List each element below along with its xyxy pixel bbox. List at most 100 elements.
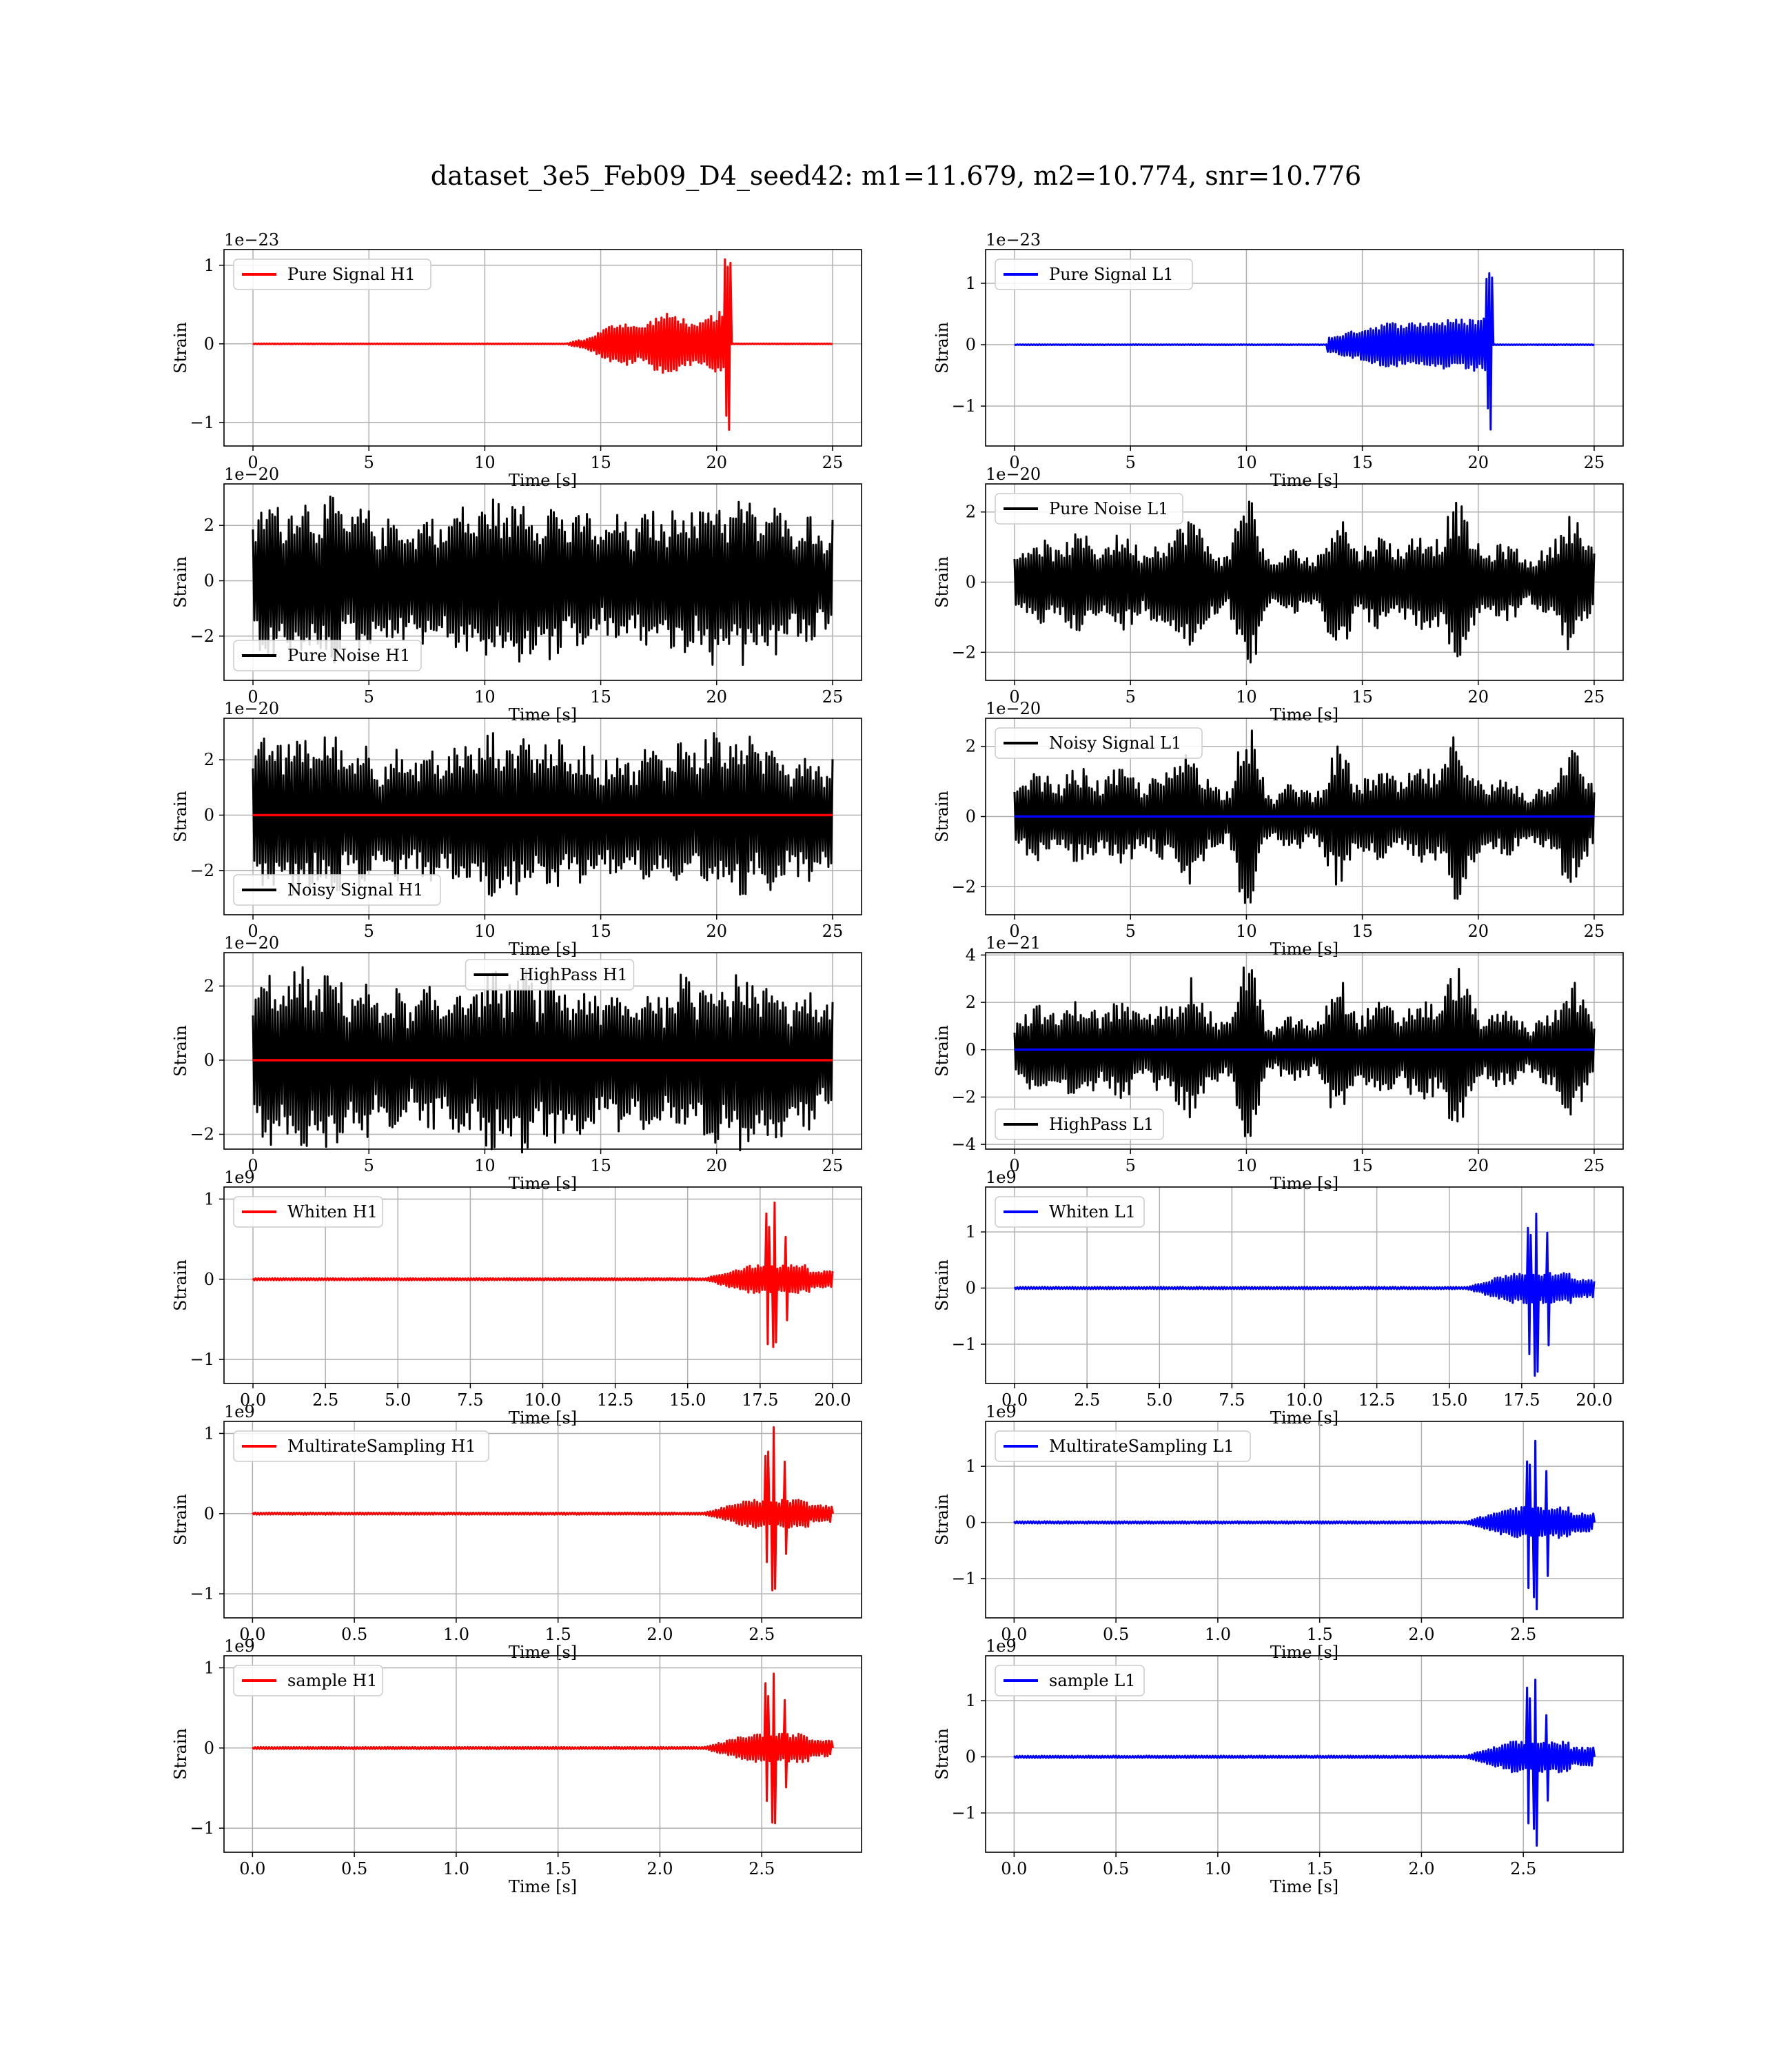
legend-label: sample H1	[287, 1671, 377, 1690]
y-tick-label: 1	[204, 1189, 214, 1208]
x-tick-label: 2.0	[646, 1859, 673, 1878]
x-tick-label: 10	[474, 922, 496, 941]
legend-label: Noisy Signal L1	[1049, 733, 1181, 753]
x-tick-label: 20	[706, 922, 727, 941]
axes-frame	[223, 1186, 862, 1384]
x-tick-label: 20	[706, 687, 727, 707]
x-axis-label: Time [s]	[1270, 1643, 1338, 1662]
x-tick-label: 1.5	[545, 1859, 571, 1878]
legend-label: Whiten H1	[287, 1202, 378, 1221]
x-axis-label: Time [s]	[1270, 471, 1338, 490]
legend-box	[465, 959, 635, 991]
x-tick-label: 20.0	[814, 1390, 851, 1410]
x-tick-label: 1.0	[443, 1859, 469, 1878]
x-axis-label: Time [s]	[509, 705, 577, 724]
series-line	[252, 1672, 835, 1825]
legend-box	[995, 1108, 1164, 1140]
series-line	[252, 1202, 834, 1348]
x-tick-label: 1.5	[1307, 1859, 1333, 1878]
x-tick-label: 15	[1352, 922, 1373, 941]
y-axis-label: Strain	[933, 1494, 952, 1545]
y-tick-label: 1	[966, 1691, 976, 1710]
legend-label: Noisy Signal H1	[287, 880, 423, 900]
legend: Pure Signal H1	[233, 258, 431, 290]
legend-label: Whiten L1	[1049, 1202, 1136, 1221]
x-tick-label: 0.5	[341, 1859, 367, 1878]
y-tick-label: 0	[966, 335, 976, 354]
x-tick-label: 12.5	[1358, 1390, 1395, 1410]
legend-box	[995, 258, 1193, 290]
legend: Pure Noise H1	[233, 640, 422, 671]
x-tick-label: 2.5	[312, 1390, 338, 1410]
y-tick-label: 2	[204, 750, 214, 769]
panel-pure_noise_l1: 0 5 10 15 20 25 −2 0 2 1e−20 Time [s] Strain Pure No…	[933, 465, 1624, 724]
legend: MultirateSampling H1	[233, 1430, 489, 1462]
offset-text: 1e−21	[986, 933, 1041, 953]
x-tick-label: 0	[1009, 687, 1019, 707]
y-tick-label: 0	[966, 1513, 976, 1532]
y-tick-label: 0	[966, 807, 976, 827]
x-tick-label: 0	[247, 922, 258, 941]
x-tick-label: 15	[1352, 453, 1373, 472]
x-axis-label: Time [s]	[509, 471, 577, 490]
x-tick-label: 0.0	[239, 1859, 265, 1878]
x-tick-label: 5	[364, 453, 374, 472]
legend: MultirateSampling L1	[995, 1430, 1251, 1462]
axes-frame	[223, 483, 862, 681]
x-tick-label: 5	[364, 687, 374, 707]
y-tick-label: −2	[952, 877, 976, 896]
x-tick-label: 2.5	[1510, 1625, 1536, 1644]
x-tick-label: 5	[364, 1156, 374, 1175]
x-tick-label: 1.0	[1205, 1625, 1231, 1644]
y-tick-label: −2	[190, 627, 214, 646]
axes-frame	[985, 952, 1624, 1150]
series-line	[252, 966, 834, 1154]
x-tick-label: 15	[590, 687, 611, 707]
y-tick-label: 2	[204, 976, 214, 995]
x-axis-label: Time [s]	[509, 1877, 577, 1896]
axes-frame	[985, 483, 1624, 681]
x-tick-label: 1.5	[545, 1625, 571, 1644]
x-tick-label: 0	[247, 687, 258, 707]
x-tick-label: 25	[822, 1156, 844, 1175]
series-line	[1013, 966, 1596, 1137]
x-tick-label: 10	[474, 453, 496, 472]
legend-box	[233, 640, 422, 671]
legend-box	[233, 1196, 383, 1228]
axes-frame	[985, 718, 1624, 915]
series-line	[1013, 1213, 1596, 1377]
y-tick-label: 1	[966, 1222, 976, 1241]
x-tick-label: 0	[247, 1156, 258, 1175]
offset-text: 1e9	[986, 1402, 1017, 1421]
x-tick-label: 0.0	[240, 1390, 266, 1410]
x-tick-label: 12.5	[597, 1390, 633, 1410]
y-axis-label: Strain	[171, 1025, 190, 1077]
x-tick-label: 10	[1236, 687, 1257, 707]
legend-label: Pure Signal L1	[1049, 265, 1174, 284]
series-line	[252, 732, 834, 897]
x-tick-label: 20	[1467, 922, 1489, 941]
y-tick-label: −2	[952, 1087, 976, 1106]
y-axis-label: Strain	[171, 1494, 190, 1545]
x-tick-label: 1.0	[1205, 1859, 1231, 1878]
x-tick-label: 1.5	[1307, 1625, 1333, 1644]
axes-frame	[985, 1186, 1624, 1384]
x-tick-label: 2.5	[1510, 1859, 1536, 1878]
legend-box	[995, 493, 1183, 525]
y-tick-label: 1	[204, 256, 214, 275]
x-tick-label: 0.0	[239, 1625, 265, 1644]
offset-text: 1e−23	[986, 230, 1041, 250]
series-line	[252, 496, 834, 666]
series-line	[1013, 1679, 1596, 1847]
x-tick-label: 15	[1352, 687, 1373, 707]
x-tick-label: 25	[1584, 453, 1605, 472]
x-axis-label: Time [s]	[1270, 1877, 1338, 1896]
axes-frame	[223, 1421, 862, 1619]
legend: Noisy Signal H1	[233, 874, 441, 906]
legend: Pure Signal L1	[995, 258, 1193, 290]
axes-frame	[985, 1421, 1624, 1619]
legend: HighPass H1	[465, 959, 635, 991]
x-tick-label: 25	[1584, 687, 1605, 707]
legend: Whiten H1	[233, 1196, 383, 1228]
legend-box	[233, 1430, 489, 1462]
